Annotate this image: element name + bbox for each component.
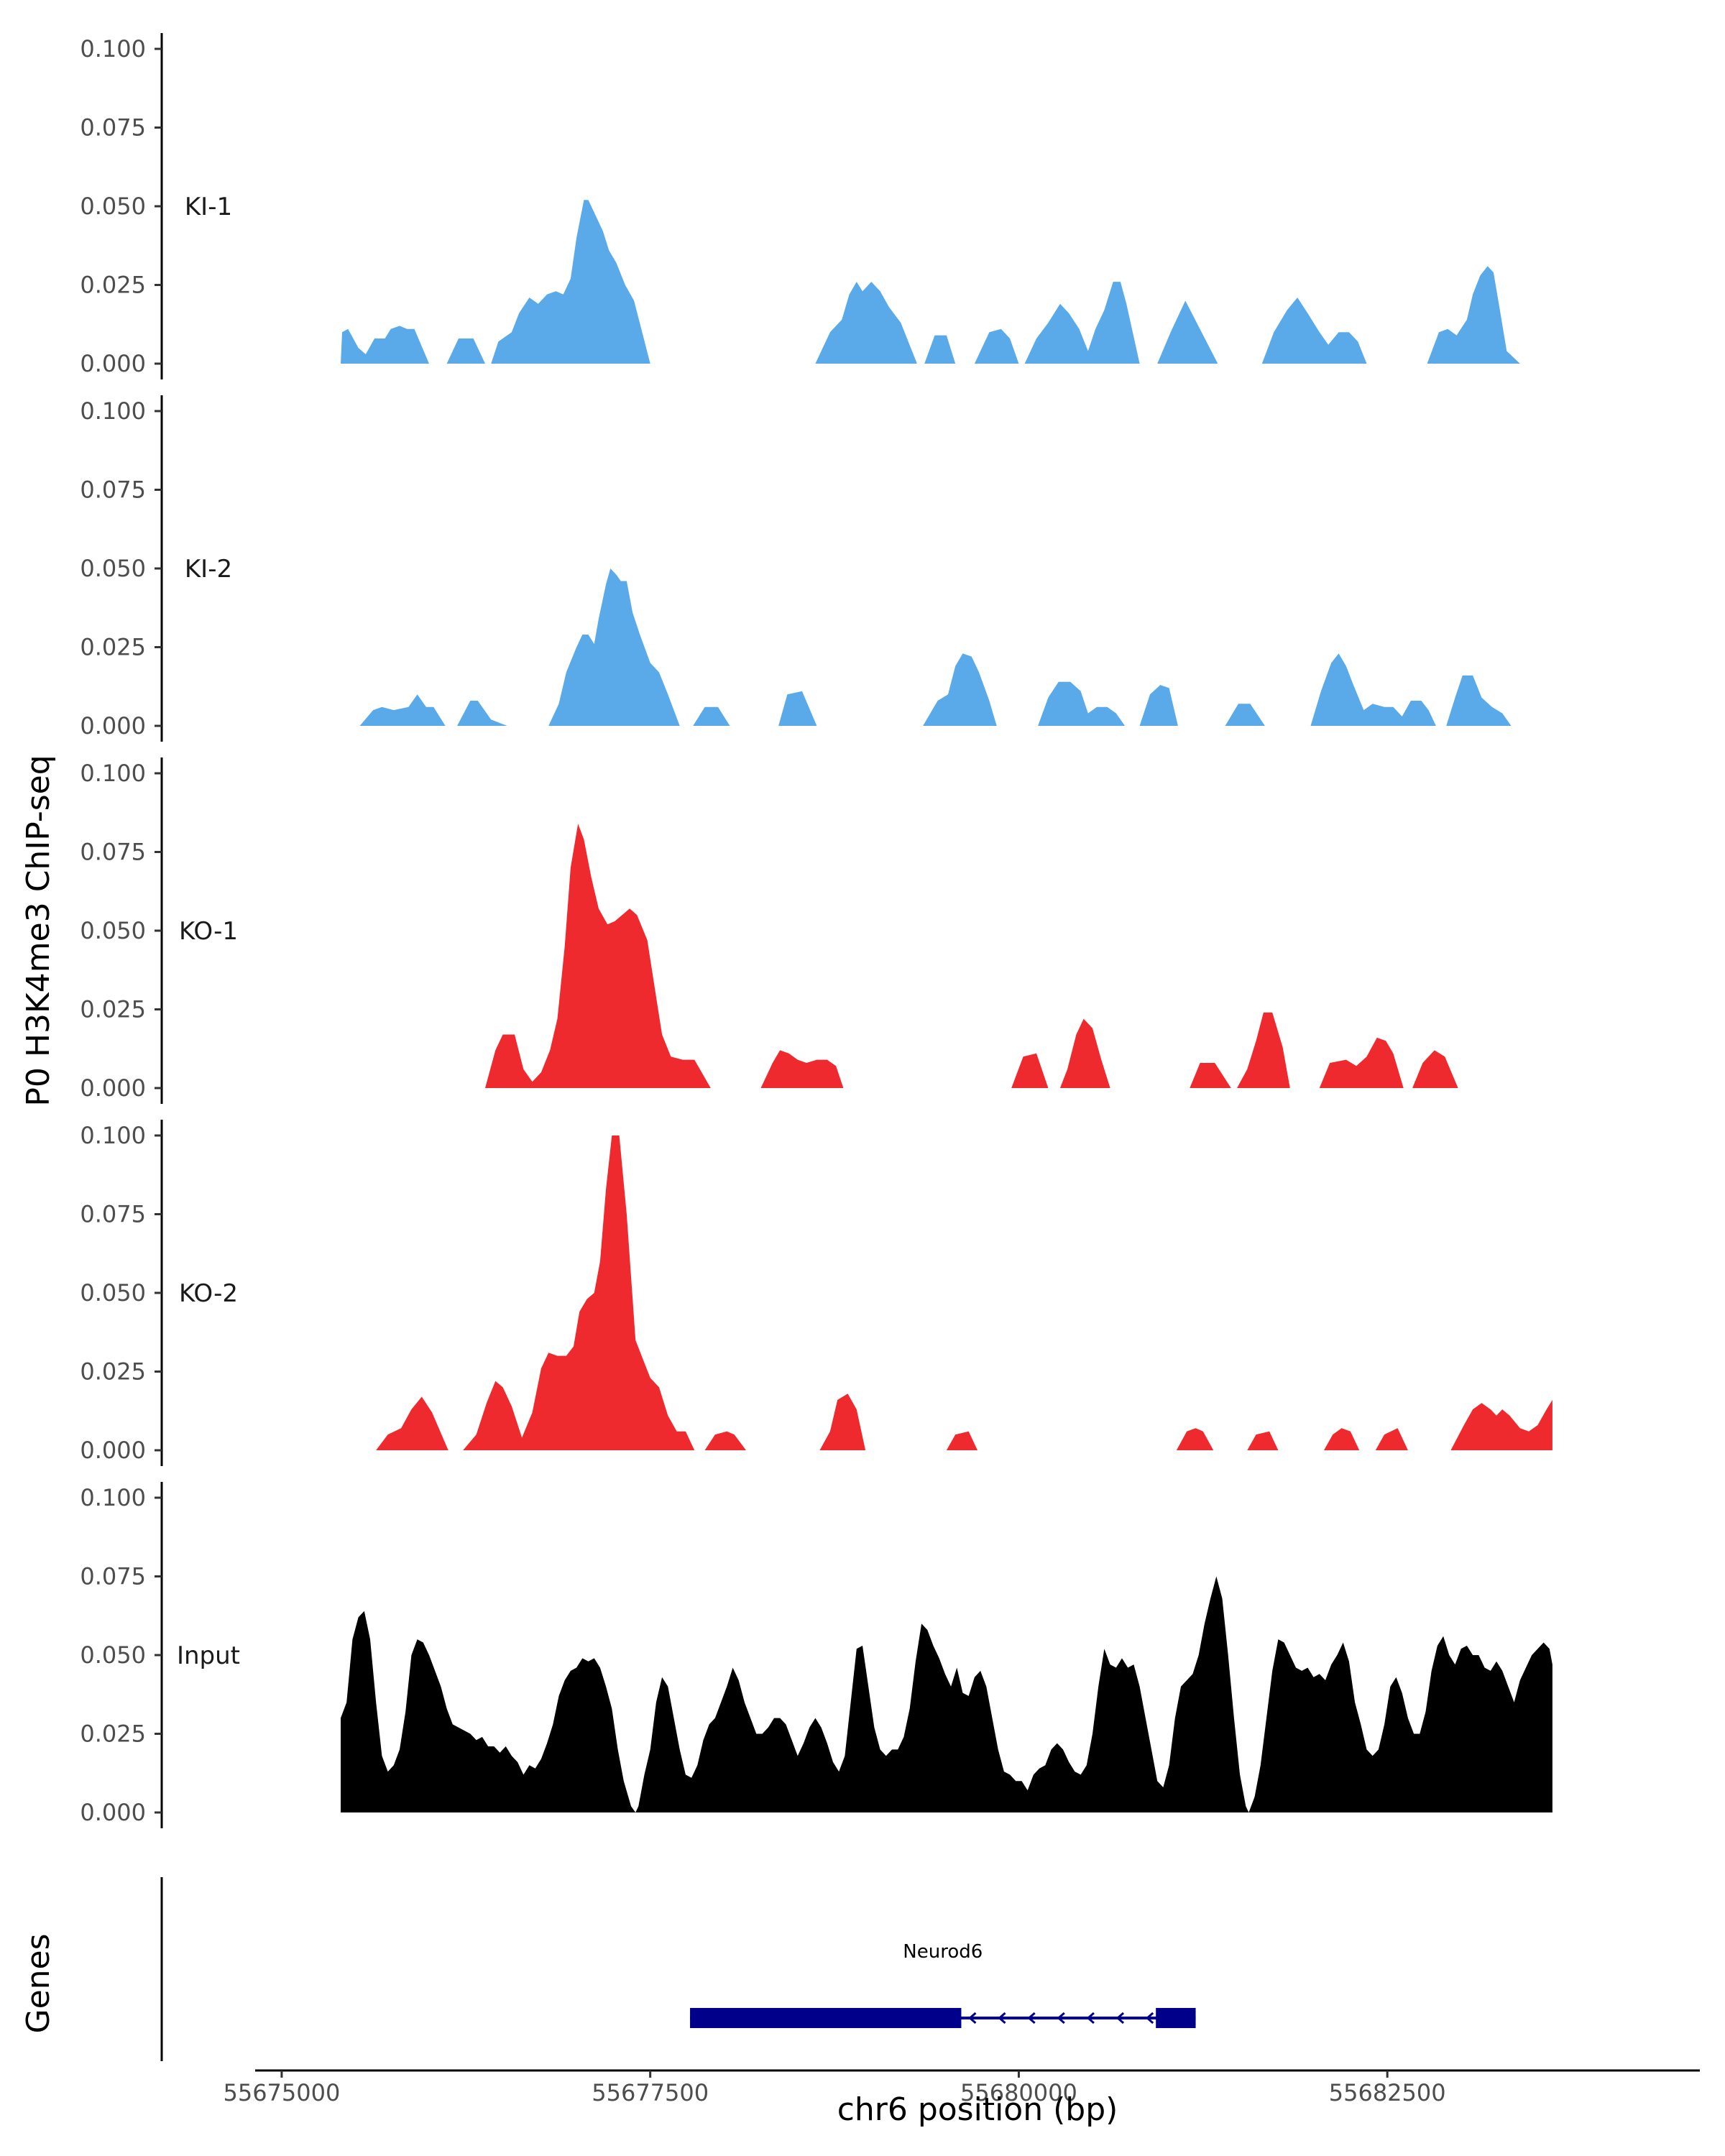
strand-arrow bbox=[1086, 2012, 1095, 2024]
strand-arrow bbox=[1057, 2012, 1065, 2024]
gene-neurod6: Neurod6 bbox=[690, 1941, 1196, 2028]
strand-arrow bbox=[968, 2012, 977, 2024]
y-tick-label: 0.025 bbox=[80, 1358, 146, 1386]
gene-label: Neurod6 bbox=[903, 1941, 983, 1963]
y-tick-label: 0.075 bbox=[80, 1201, 146, 1228]
y-tick-label: 0.075 bbox=[80, 114, 146, 142]
y-tick-label: 0.050 bbox=[80, 193, 146, 220]
strand-arrow bbox=[1145, 2012, 1154, 2024]
y-tick-label: 0.075 bbox=[80, 839, 146, 866]
y-tick-label: 0.000 bbox=[80, 712, 146, 740]
genes-axis-title: Genes bbox=[20, 1933, 57, 2033]
coverage-area-ko-2 bbox=[376, 1135, 1552, 1450]
x-tick-label: 55675000 bbox=[223, 2079, 340, 2106]
x-axis-title: chr6 position (bp) bbox=[837, 2091, 1118, 2128]
y-tick-label: 0.100 bbox=[80, 397, 146, 425]
gene-exon bbox=[1156, 2008, 1196, 2028]
coverage-area-input bbox=[341, 1576, 1552, 1812]
strand-arrow bbox=[1027, 2012, 1036, 2024]
y-tick-label: 0.050 bbox=[80, 1279, 146, 1307]
y-tick-label: 0.050 bbox=[80, 1641, 146, 1669]
track-label: KO-2 bbox=[179, 1279, 238, 1308]
genes-panel: Neurod6 bbox=[160, 1877, 1196, 2061]
y-tick-label: 0.000 bbox=[80, 1074, 146, 1102]
x-tick-label: 55680000 bbox=[960, 2079, 1077, 2106]
coverage-area-ko-1 bbox=[485, 824, 1458, 1088]
y-tick-label: 0.025 bbox=[80, 634, 146, 661]
y-tick-label: 0.075 bbox=[80, 476, 146, 504]
y-tick-label: 0.025 bbox=[80, 996, 146, 1023]
gene-exon bbox=[690, 2008, 962, 2028]
y-tick-label: 0.025 bbox=[80, 272, 146, 299]
track-input: 0.000 0.025 0.050 0.075 0.100 Input bbox=[80, 1482, 1552, 1828]
y-tick-label: 0.100 bbox=[80, 760, 146, 787]
y-tick-label: 0.000 bbox=[80, 1799, 146, 1826]
y-axis-title: P0 H3K4me3 ChIP-seq bbox=[20, 755, 57, 1106]
y-tick-label: 0.000 bbox=[80, 1437, 146, 1464]
track-label: Input bbox=[177, 1641, 240, 1670]
x-tick-label: 55682500 bbox=[1329, 2079, 1446, 2106]
strand-arrow bbox=[998, 2012, 1006, 2024]
track-ko-1: 0.000 0.025 0.050 0.075 0.100 KO-1 bbox=[80, 757, 1458, 1104]
track-label: KI-2 bbox=[185, 555, 232, 584]
track-label: KO-1 bbox=[179, 917, 238, 946]
coverage-area-ki-1 bbox=[341, 200, 1520, 364]
tracks-layer: 0.0000.0250.0500.0750.100KI-10.0000.0250… bbox=[80, 33, 1552, 1828]
track-ki-1: 0.000 0.025 0.050 0.075 0.100 KI-1 bbox=[80, 33, 1520, 379]
y-tick-label: 0.050 bbox=[80, 555, 146, 582]
track-ko-2: 0.000 0.025 0.050 0.075 0.100 KO-2 bbox=[80, 1120, 1552, 1466]
track-ki-2: 0.000 0.025 0.050 0.075 0.100 KI-2 bbox=[80, 395, 1512, 742]
y-tick-label: 0.075 bbox=[80, 1563, 146, 1590]
y-tick-label: 0.100 bbox=[80, 1484, 146, 1511]
y-tick-label: 0.050 bbox=[80, 917, 146, 944]
track-label: KI-1 bbox=[185, 193, 232, 221]
y-tick-label: 0.025 bbox=[80, 1720, 146, 1748]
y-tick-label: 0.100 bbox=[80, 1122, 146, 1149]
x-tick-label: 55677500 bbox=[592, 2079, 709, 2106]
y-tick-label: 0.100 bbox=[80, 35, 146, 63]
coverage-area-ki-2 bbox=[359, 568, 1512, 726]
y-tick-label: 0.000 bbox=[80, 350, 146, 377]
strand-arrow bbox=[1116, 2012, 1125, 2024]
x-axis: 55675000 55677500 55680000 55682500 bbox=[223, 2069, 1700, 2106]
